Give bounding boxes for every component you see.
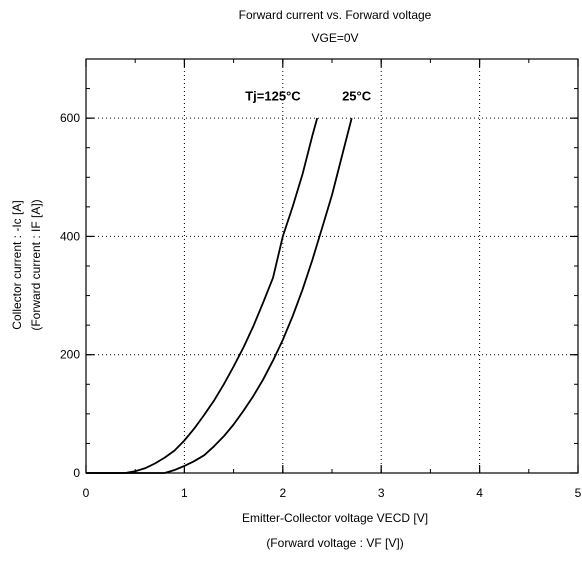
x-tick-label: 1 (181, 486, 188, 500)
grid-layer (86, 59, 578, 473)
y-axis-label: Collector current : -Ic [A] (10, 200, 24, 329)
x-tick-label: 2 (279, 486, 286, 500)
x-tick-label: 0 (83, 486, 90, 500)
annotation-layer: Tj=125°C 25°C (245, 88, 371, 103)
series-line (86, 117, 353, 474)
y-tick-label: 600 (60, 111, 80, 125)
x-tick-label: 4 (476, 486, 483, 500)
chart-subtitle: VGE=0V (311, 31, 358, 45)
x-axis-sublabel: (Forward voltage : VF [V]) (266, 536, 403, 550)
y-tick-label: 400 (60, 229, 80, 243)
y-tick-label: 0 (73, 466, 80, 480)
series-annotation: Tj=125°C (245, 88, 301, 103)
chart-title: Forward current vs. Forward voltage (239, 8, 432, 22)
x-tick-label: 3 (378, 486, 385, 500)
y-axis-sublabel: (Forward current : IF [A]) (29, 199, 43, 330)
series-line (86, 117, 319, 474)
plot-frame (85, 58, 579, 474)
x-axis-label: Emitter-Collector voltage VECD [V] (242, 511, 428, 525)
ticks-layer: 0 1 2 3 4 5 0 200 400 600 (60, 58, 582, 500)
series-layer (86, 117, 353, 474)
y-tick-label: 200 (60, 348, 80, 362)
series-annotation: 25°C (342, 88, 372, 103)
x-tick-label: 5 (575, 486, 582, 500)
